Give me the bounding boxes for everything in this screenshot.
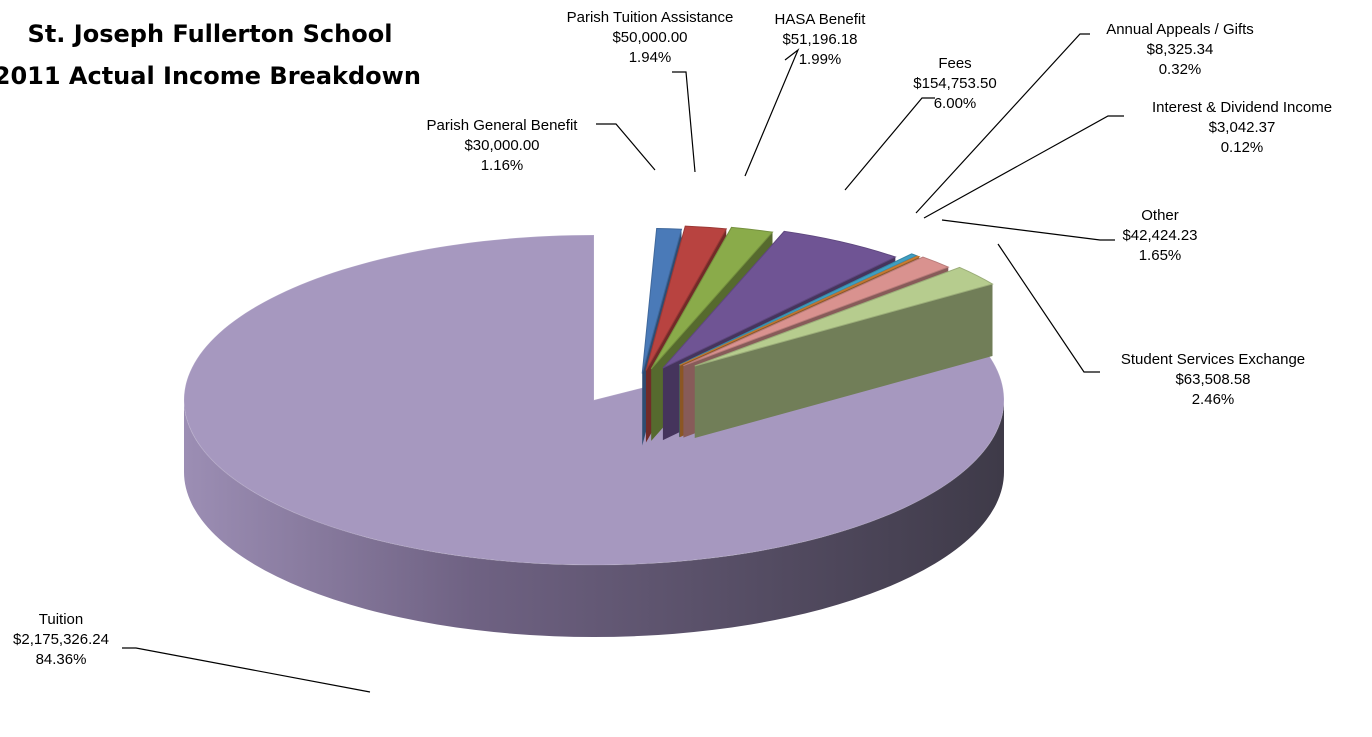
slice-name: Other (1141, 207, 1179, 224)
slice-name: Annual Appeals / Gifts (1106, 21, 1254, 38)
slice-name: Parish Tuition Assistance (566, 9, 734, 26)
slice-parish-tuition-assistance (645, 225, 728, 371)
slice-fees (662, 230, 897, 369)
slice-name: HASA Benefit (774, 11, 866, 28)
slice-annual-appeals-gifts (678, 253, 919, 366)
slice-value: $2,175,326.24 (13, 631, 109, 648)
slice-name: Fees (938, 55, 972, 72)
slice-parish-general-benefit (641, 227, 683, 374)
slice-percent: 0.32% (1158, 61, 1202, 78)
slice-percent: 0.12% (1220, 139, 1264, 156)
slice-name: Interest & Dividend Income (1151, 99, 1333, 116)
slice-side-student-services-exchange (694, 284, 993, 438)
leader-line-tuition (122, 647, 371, 693)
slice-percent: 1.16% (480, 157, 524, 174)
slice-hasa-benefit (650, 226, 774, 370)
slice-tuition (183, 234, 1005, 566)
leader-line-student-services-exchange (997, 243, 1100, 373)
slice-value: $42,424.23 (1122, 227, 1198, 244)
leader-line-parish-tuition-assistance (672, 71, 696, 173)
label-interest-dividend-income: Interest & Dividend Income $3,042.37 0.1… (1122, 98, 1362, 158)
leader-line-parish-general-benefit (596, 123, 656, 171)
leader-line-other (941, 219, 1115, 241)
slice-student-services-exchange (694, 266, 994, 367)
slice-other (683, 256, 950, 367)
slice-value: $63,508.58 (1175, 371, 1251, 388)
label-other: Other $42,424.23 1.65% (1110, 206, 1210, 266)
label-parish-tuition-assistance: Parish Tuition Assistance $50,000.00 1.9… (540, 8, 760, 68)
leader-line-interest-dividend-income (923, 115, 1124, 219)
label-student-services-exchange: Student Services Exchange $63,508.58 2.4… (1098, 350, 1328, 410)
chart-title: St. Joseph Fullerton School (27, 20, 393, 48)
slice-interest-dividend-income (679, 255, 921, 366)
chart-subtitle: 0-2011 Actual Income Breakdown (0, 62, 421, 90)
slice-percent: 2.46% (1191, 391, 1235, 408)
slice-percent: 1.99% (798, 51, 842, 68)
slice-percent: 1.65% (1138, 247, 1182, 264)
label-parish-general-benefit: Parish General Benefit $30,000.00 1.16% (412, 116, 592, 176)
leader-line-hasa-benefit (744, 48, 800, 177)
slice-value: $8,325.34 (1146, 41, 1214, 58)
label-fees: Fees $154,753.50 6.00% (900, 54, 1010, 114)
leader-line-fees (844, 97, 935, 191)
slice-percent: 1.94% (628, 49, 672, 66)
slice-value: $51,196.18 (782, 31, 858, 48)
slice-name: Student Services Exchange (1120, 351, 1306, 368)
slice-side-tuition (184, 400, 1004, 637)
slice-percent: 84.36% (35, 651, 87, 668)
slice-value: $154,753.50 (913, 75, 997, 92)
slice-value: $30,000.00 (464, 137, 540, 154)
label-tuition: Tuition $2,175,326.24 84.36% (0, 610, 122, 670)
label-hasa-benefit: HASA Benefit $51,196.18 1.99% (760, 10, 880, 70)
slice-name: Tuition (38, 611, 84, 628)
slice-percent: 6.00% (933, 95, 977, 112)
leader-line-annual-appeals-gifts (915, 33, 1090, 214)
slice-value: $50,000.00 (612, 29, 688, 46)
slice-value: $3,042.37 (1208, 119, 1276, 136)
slice-name: Parish General Benefit (426, 117, 578, 134)
label-annual-appeals-gifts: Annual Appeals / Gifts $8,325.34 0.32% (1090, 20, 1270, 80)
